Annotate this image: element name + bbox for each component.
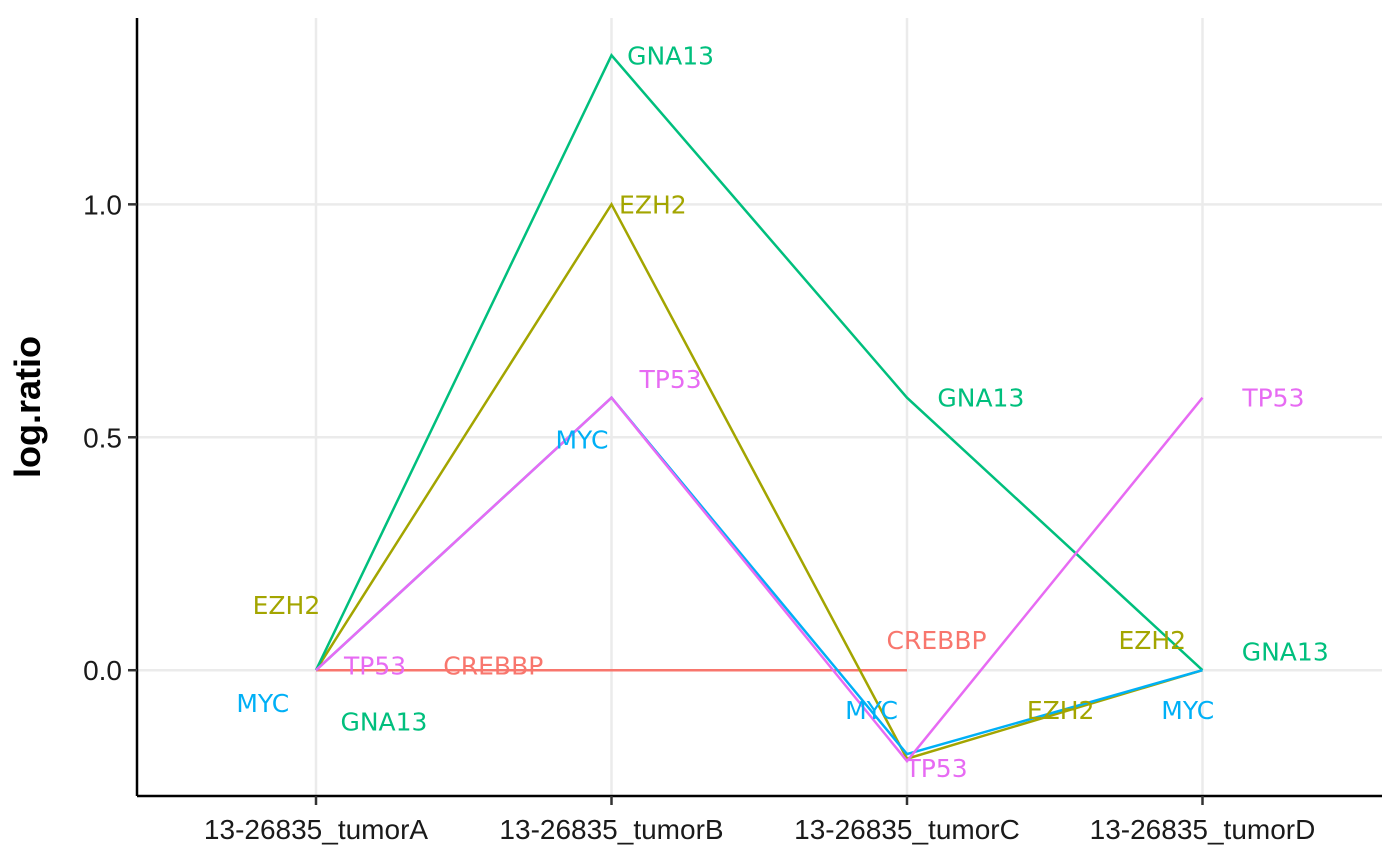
point-label-ezh2: EZH2: [253, 591, 321, 620]
point-label-gna13: GNA13: [340, 707, 427, 736]
x-tick-label: 13-26835_tumorB: [499, 814, 723, 845]
point-label-myc: MYC: [555, 426, 608, 455]
point-label-tp53: TP53: [1241, 384, 1304, 413]
x-tick-label: 13-26835_tumorD: [1090, 814, 1316, 845]
point-label-myc: MYC: [236, 689, 289, 718]
series-line-gna13: [314, 53, 1204, 672]
point-label-crebbp: CREBBP: [443, 652, 543, 681]
x-tick-label: 13-26835_tumorA: [204, 814, 428, 845]
axes: [135, 18, 1382, 798]
series-line-ezh2: [314, 201, 1203, 761]
point-label-ezh2: EZH2: [619, 190, 687, 219]
y-axis-title: log.ratio: [7, 336, 48, 478]
series-lines: [314, 53, 1204, 764]
y-tick-label: 0.0: [83, 655, 122, 686]
series-line-tp53: [315, 395, 1204, 764]
y-tick-label: 0.5: [83, 422, 122, 453]
axis-ticks: 13-26835_tumorA 13-26835_tumorB 13-26835_t…: [83, 189, 1315, 845]
point-label-gna13: GNA13: [627, 41, 714, 70]
point-label-myc: MYC: [845, 696, 898, 725]
point-label-tp53: TP53: [639, 365, 702, 394]
point-label-gna13: GNA13: [1242, 638, 1329, 667]
y-tick-label: 1.0: [83, 189, 122, 220]
point-label-gna13: GNA13: [937, 384, 1024, 413]
x-tick-label: 13-26835_tumorC: [794, 814, 1020, 845]
point-label-tp53: TP53: [343, 652, 406, 681]
point-label-ezh2: EZH2: [1027, 696, 1095, 725]
point-label-crebbp: CREBBP: [887, 626, 987, 655]
point-label-myc: MYC: [1161, 696, 1214, 725]
point-label-tp53: TP53: [904, 754, 967, 783]
point-labels: CREBBP CREBBP EZH2 EZH2 EZH2 EZH2 GNA13 GNA13 GN…: [236, 41, 1328, 783]
point-label-ezh2: EZH2: [1118, 626, 1186, 655]
